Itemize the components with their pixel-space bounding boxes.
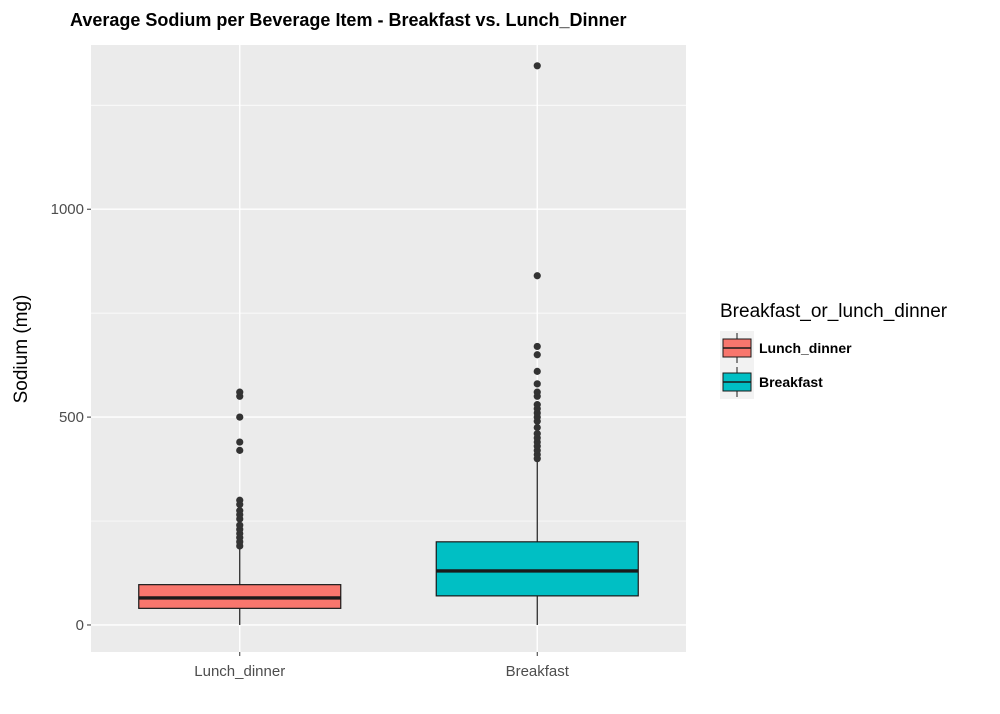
y-tick-label: 1000 bbox=[51, 201, 84, 218]
outlier-point bbox=[236, 388, 244, 396]
y-tick-label: 500 bbox=[59, 409, 84, 426]
legend-title: Breakfast_or_lunch_dinner bbox=[720, 301, 948, 322]
legend-label-breakfast: Breakfast bbox=[759, 374, 823, 390]
outlier-point bbox=[533, 342, 541, 351]
outlier-point bbox=[236, 446, 244, 454]
legend-keys bbox=[720, 331, 754, 399]
legend-key-breakfast bbox=[720, 365, 754, 399]
boxplots bbox=[138, 62, 639, 625]
x-tick-label: Breakfast bbox=[506, 663, 570, 680]
outlier-point bbox=[533, 401, 541, 409]
outlier-point bbox=[533, 272, 541, 280]
y-axis-title: Sodium (mg) bbox=[11, 295, 32, 404]
legend-key-lunch-dinner bbox=[720, 331, 754, 365]
x-axis: Lunch_dinner Breakfast bbox=[194, 652, 570, 680]
outlier-point bbox=[236, 438, 244, 446]
outlier-point bbox=[236, 496, 244, 504]
outlier-point bbox=[236, 413, 244, 421]
boxplot-lunch-dinner bbox=[138, 388, 342, 625]
legend-label-lunch-dinner: Lunch_dinner bbox=[759, 340, 852, 356]
box-iqr bbox=[435, 541, 639, 597]
outlier-point bbox=[236, 521, 244, 529]
outlier-point bbox=[533, 62, 541, 70]
outlier-point bbox=[533, 380, 541, 388]
x-tick-label: Lunch_dinner bbox=[194, 663, 285, 680]
legend: Breakfast_or_lunch_dinner Lunch_dinner B… bbox=[720, 301, 948, 399]
outlier-point bbox=[236, 507, 244, 515]
outlier-point bbox=[533, 351, 541, 359]
outlier-point bbox=[533, 423, 541, 432]
y-tick-label: 0 bbox=[76, 617, 84, 634]
outlier-point bbox=[533, 388, 541, 396]
boxplot-breakfast bbox=[435, 62, 639, 625]
chart-title: Average Sodium per Beverage Item - Break… bbox=[70, 10, 627, 30]
y-axis: 0 500 1000 bbox=[51, 201, 91, 634]
outlier-point bbox=[533, 430, 541, 438]
outlier-point bbox=[533, 367, 541, 375]
